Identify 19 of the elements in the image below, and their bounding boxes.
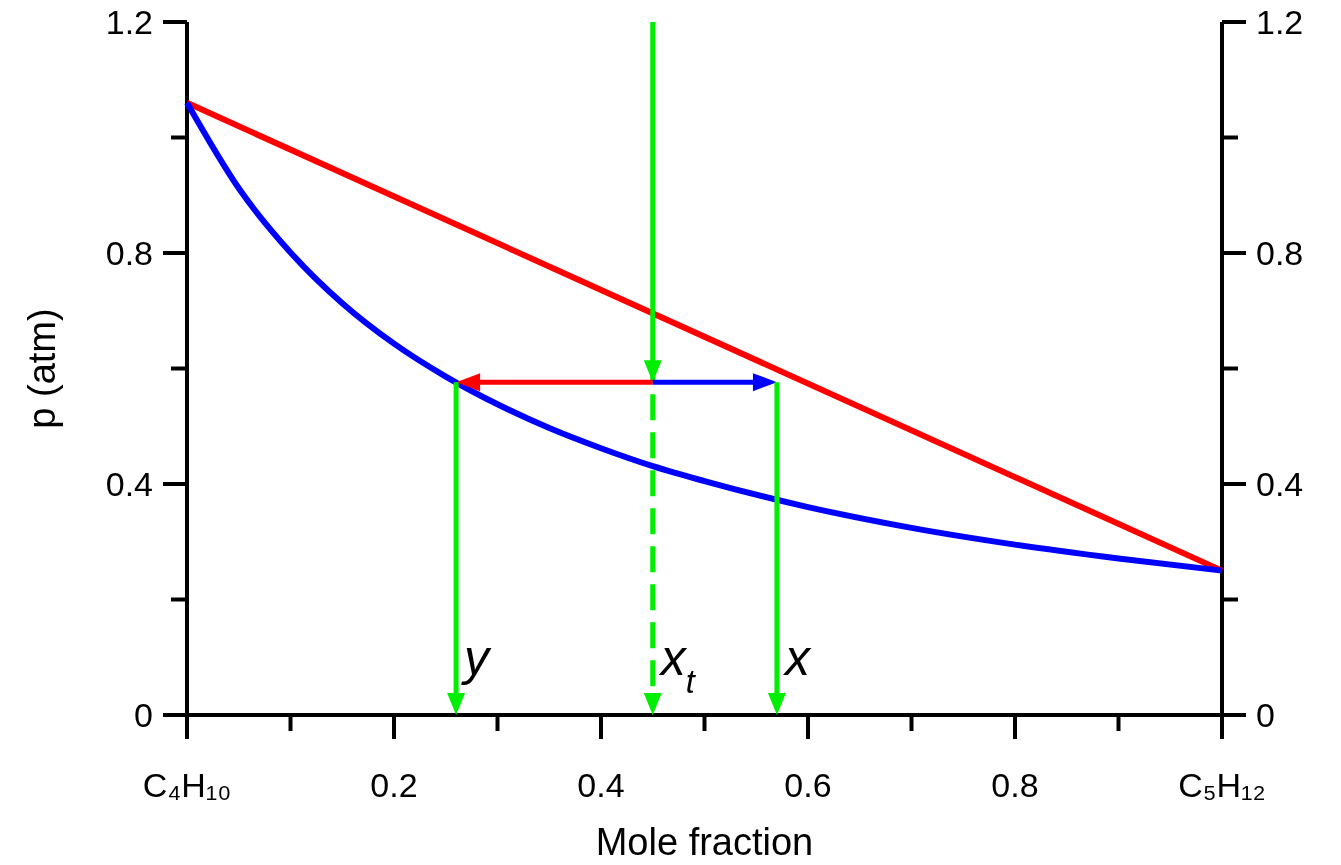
ref-line-label: x [782, 629, 812, 686]
y2-tick-label: 0.4 [1256, 464, 1304, 503]
y-tick-label: 1.2 [105, 2, 153, 41]
x-tick-label: C₄H₁₀ [142, 765, 232, 804]
y2-tick-label: 1.2 [1256, 2, 1304, 41]
y2-tick-label: 0 [1256, 695, 1275, 734]
y-tick-label: 0 [134, 695, 153, 734]
y-axis-title: p (atm) [21, 308, 63, 429]
x-axis-title: Mole fraction [595, 821, 814, 863]
y-tick-label: 0.4 [105, 464, 153, 503]
y2-tick-label: 0.8 [1256, 233, 1304, 272]
x-tick-label: 0.8 [991, 765, 1039, 804]
x-tick-label: 0.2 [370, 765, 418, 804]
x-tick-label: 0.4 [577, 765, 625, 804]
x-tick-label: 0.6 [784, 765, 832, 804]
y-tick-label: 0.8 [105, 233, 153, 272]
x-tick-label: C₅H₁₂ [1178, 765, 1266, 804]
ref-line-label: y [461, 629, 493, 686]
ref-line-label: x$_{t}$ [658, 629, 697, 700]
